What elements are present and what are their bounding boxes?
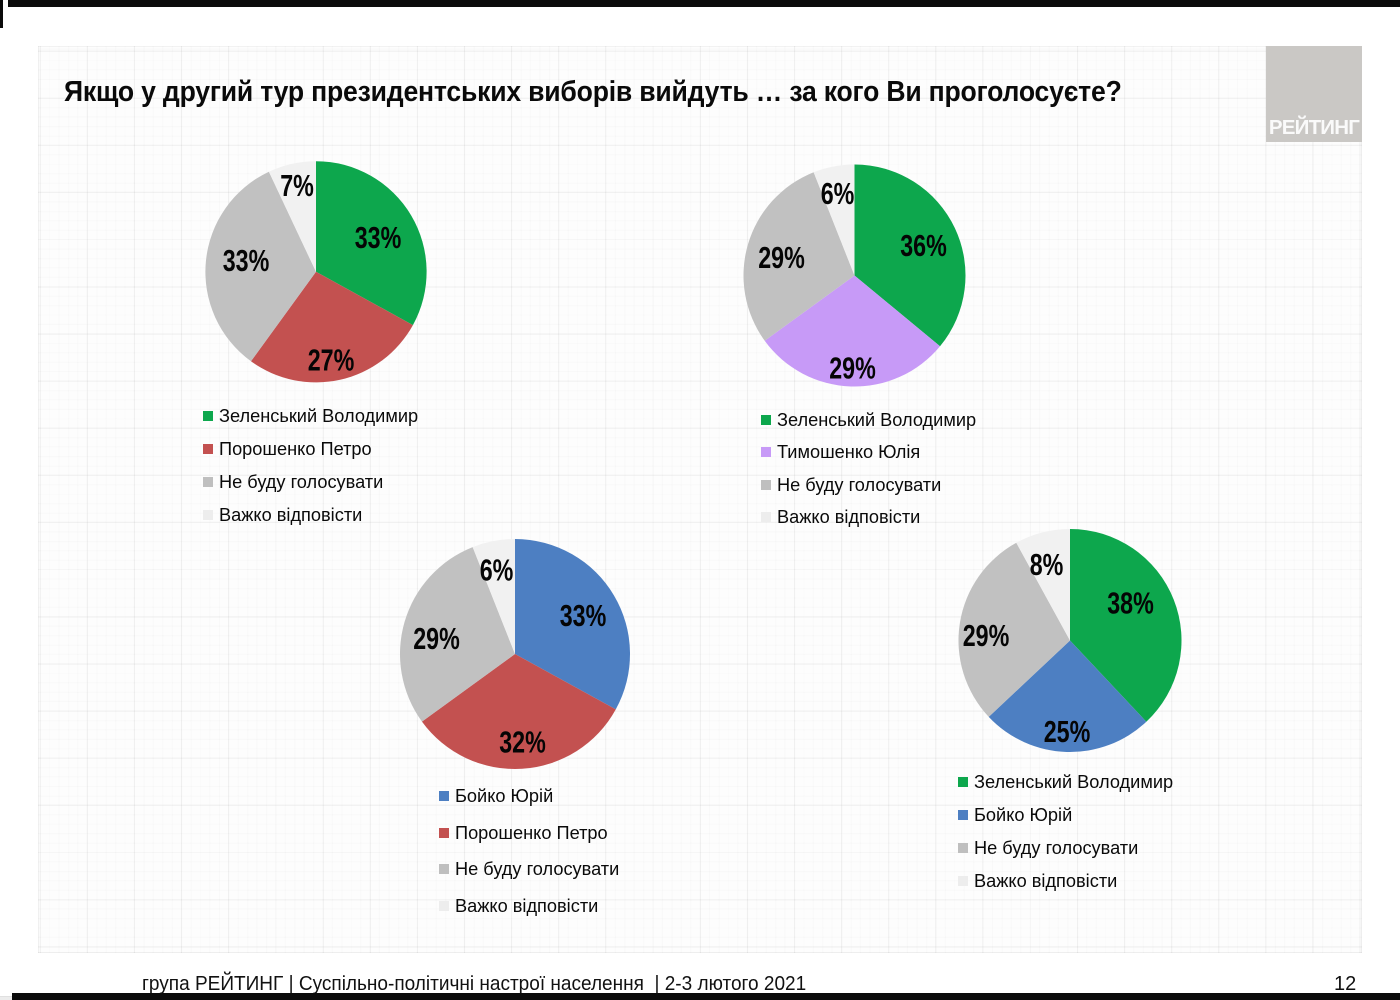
svg-text:6%: 6% (480, 552, 514, 587)
svg-text:29%: 29% (758, 239, 805, 274)
svg-text:29%: 29% (829, 350, 876, 385)
svg-text:6%: 6% (821, 175, 855, 210)
svg-text:33%: 33% (223, 242, 270, 277)
svg-text:25%: 25% (1044, 713, 1091, 748)
svg-text:27%: 27% (308, 342, 355, 377)
svg-text:32%: 32% (499, 724, 546, 759)
svg-text:33%: 33% (355, 219, 402, 254)
svg-text:7%: 7% (280, 167, 314, 202)
svg-text:33%: 33% (560, 597, 607, 632)
svg-text:38%: 38% (1107, 585, 1154, 620)
svg-text:36%: 36% (900, 227, 947, 262)
svg-text:29%: 29% (963, 617, 1010, 652)
svg-text:8%: 8% (1030, 546, 1064, 581)
svg-text:29%: 29% (413, 620, 460, 655)
